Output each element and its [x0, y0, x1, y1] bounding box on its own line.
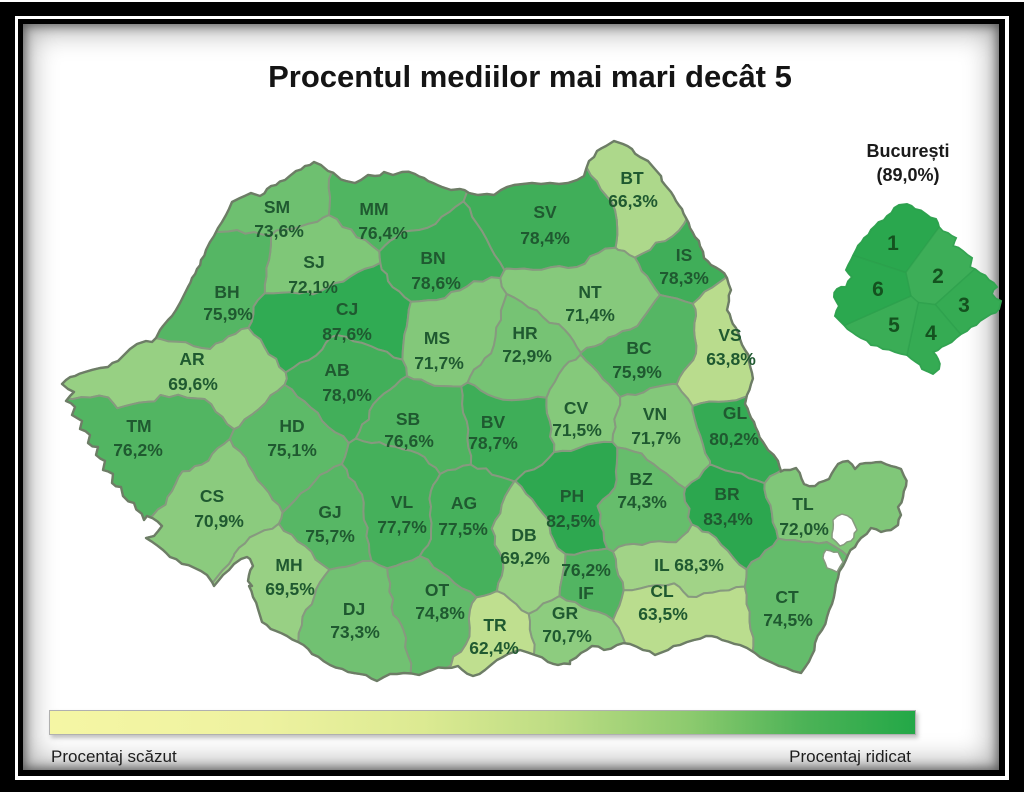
svg-text:72,9%: 72,9% — [502, 346, 552, 366]
svg-text:77,7%: 77,7% — [377, 517, 427, 537]
svg-text:75,1%: 75,1% — [267, 440, 317, 460]
svg-text:87,6%: 87,6% — [322, 324, 372, 344]
svg-text:69,5%: 69,5% — [265, 579, 315, 599]
svg-text:DB: DB — [511, 525, 536, 545]
svg-text:GJ: GJ — [318, 502, 341, 522]
svg-text:HR: HR — [512, 323, 538, 343]
svg-text:73,3%: 73,3% — [330, 622, 380, 642]
svg-text:MM: MM — [359, 199, 388, 219]
svg-text:SM: SM — [264, 197, 290, 217]
svg-text:OT: OT — [425, 580, 450, 600]
svg-text:75,9%: 75,9% — [203, 304, 253, 324]
svg-text:GR: GR — [552, 603, 579, 623]
svg-text:78,4%: 78,4% — [520, 228, 570, 248]
svg-text:AG: AG — [451, 493, 477, 513]
svg-text:71,5%: 71,5% — [552, 420, 602, 440]
svg-text:IL 68,3%: IL 68,3% — [654, 555, 724, 575]
svg-text:70,9%: 70,9% — [194, 511, 244, 531]
svg-text:78,0%: 78,0% — [322, 385, 372, 405]
svg-text:BV: BV — [481, 412, 506, 432]
svg-text:75,7%: 75,7% — [305, 526, 355, 546]
svg-text:77,5%: 77,5% — [438, 519, 488, 539]
svg-text:75,9%: 75,9% — [612, 362, 662, 382]
svg-text:CV: CV — [564, 398, 589, 418]
svg-text:74,8%: 74,8% — [415, 603, 465, 623]
svg-text:VL: VL — [391, 492, 414, 512]
svg-text:BH: BH — [214, 282, 239, 302]
svg-text:DJ: DJ — [343, 599, 365, 619]
svg-text:MH: MH — [275, 555, 302, 575]
svg-text:80,2%: 80,2% — [709, 429, 759, 449]
svg-text:71,7%: 71,7% — [414, 353, 464, 373]
svg-text:76,2%: 76,2% — [561, 560, 611, 580]
svg-text:SV: SV — [533, 202, 557, 222]
svg-text:76,4%: 76,4% — [358, 223, 408, 243]
svg-text:IS: IS — [676, 245, 693, 265]
svg-text:VN: VN — [643, 404, 667, 424]
svg-text:BR: BR — [714, 484, 740, 504]
svg-text:71,7%: 71,7% — [631, 428, 681, 448]
svg-text:TR: TR — [483, 615, 507, 635]
svg-text:82,5%: 82,5% — [546, 511, 596, 531]
svg-text:BZ: BZ — [629, 469, 653, 489]
svg-text:83,4%: 83,4% — [703, 509, 753, 529]
svg-text:BT: BT — [620, 168, 644, 188]
svg-text:AR: AR — [179, 349, 205, 369]
svg-text:AB: AB — [324, 360, 349, 380]
svg-text:BN: BN — [420, 248, 445, 268]
svg-text:4: 4 — [925, 322, 937, 345]
svg-text:72,1%: 72,1% — [288, 277, 338, 297]
svg-text:HD: HD — [279, 416, 304, 436]
svg-text:76,6%: 76,6% — [384, 431, 434, 451]
svg-text:CL: CL — [650, 581, 674, 601]
svg-text:5: 5 — [888, 314, 900, 337]
svg-text:MS: MS — [424, 328, 450, 348]
svg-text:BC: BC — [626, 338, 652, 358]
svg-text:71,4%: 71,4% — [565, 305, 615, 325]
svg-text:78,6%: 78,6% — [411, 273, 461, 293]
svg-text:1: 1 — [887, 232, 899, 255]
svg-text:IF: IF — [578, 583, 594, 603]
svg-text:62,4%: 62,4% — [469, 638, 519, 658]
svg-text:70,7%: 70,7% — [542, 626, 592, 646]
svg-text:69,2%: 69,2% — [500, 548, 550, 568]
svg-text:6: 6 — [872, 278, 884, 301]
svg-text:74,3%: 74,3% — [617, 492, 667, 512]
svg-text:VS: VS — [718, 325, 741, 345]
svg-text:78,3%: 78,3% — [659, 268, 709, 288]
svg-text:GL: GL — [723, 403, 748, 423]
svg-text:SJ: SJ — [303, 252, 324, 272]
svg-text:74,5%: 74,5% — [763, 610, 813, 630]
svg-text:NT: NT — [578, 282, 602, 302]
svg-text:PH: PH — [560, 486, 584, 506]
svg-text:63,8%: 63,8% — [706, 349, 756, 369]
svg-text:TM: TM — [126, 416, 151, 436]
svg-text:72,0%: 72,0% — [779, 519, 829, 539]
svg-text:76,2%: 76,2% — [113, 440, 163, 460]
svg-text:SB: SB — [396, 409, 420, 429]
svg-text:TL: TL — [792, 494, 814, 514]
svg-text:69,6%: 69,6% — [168, 374, 218, 394]
svg-text:2: 2 — [932, 265, 944, 288]
svg-text:3: 3 — [958, 294, 970, 317]
svg-text:78,7%: 78,7% — [468, 433, 518, 453]
svg-text:73,6%: 73,6% — [254, 221, 304, 241]
svg-text:CT: CT — [775, 587, 799, 607]
svg-text:CJ: CJ — [336, 299, 358, 319]
svg-text:66,3%: 66,3% — [608, 191, 658, 211]
svg-text:CS: CS — [200, 486, 224, 506]
svg-text:63,5%: 63,5% — [638, 604, 688, 624]
